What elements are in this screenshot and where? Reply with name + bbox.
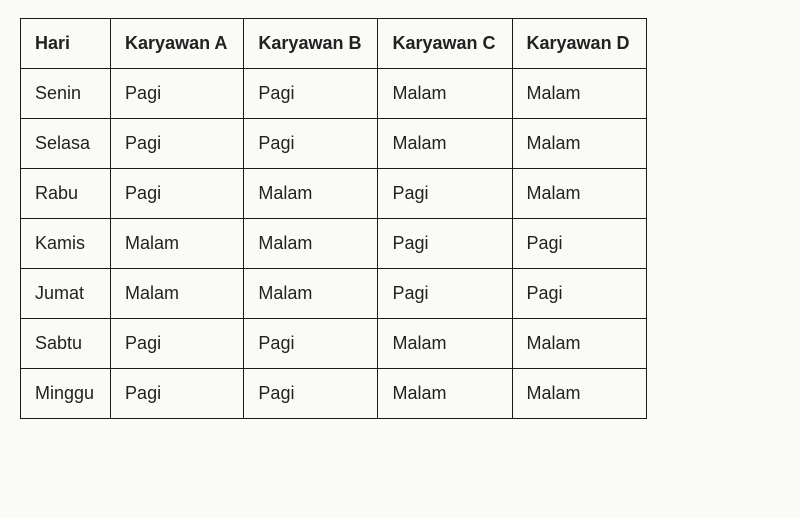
cell-day: Senin (21, 69, 111, 119)
cell-shift: Malam (244, 269, 378, 319)
cell-shift: Malam (244, 169, 378, 219)
cell-shift: Pagi (512, 219, 646, 269)
cell-shift: Malam (512, 319, 646, 369)
cell-shift: Malam (378, 369, 512, 419)
cell-shift: Pagi (244, 69, 378, 119)
cell-shift: Pagi (378, 169, 512, 219)
cell-day: Sabtu (21, 319, 111, 369)
cell-shift: Pagi (111, 69, 244, 119)
table-row: Kamis Malam Malam Pagi Pagi (21, 219, 647, 269)
table-row: Selasa Pagi Pagi Malam Malam (21, 119, 647, 169)
cell-shift: Pagi (111, 169, 244, 219)
col-header-emp-c: Karyawan C (378, 19, 512, 69)
cell-shift: Malam (512, 369, 646, 419)
cell-shift: Pagi (378, 219, 512, 269)
table-row: Sabtu Pagi Pagi Malam Malam (21, 319, 647, 369)
cell-shift: Malam (512, 169, 646, 219)
cell-shift: Malam (111, 269, 244, 319)
cell-shift: Pagi (244, 119, 378, 169)
cell-shift: Pagi (111, 119, 244, 169)
cell-shift: Malam (111, 219, 244, 269)
cell-day: Jumat (21, 269, 111, 319)
table-header: Hari Karyawan A Karyawan B Karyawan C Ka… (21, 19, 647, 69)
cell-shift: Pagi (244, 319, 378, 369)
cell-shift: Pagi (378, 269, 512, 319)
col-header-emp-d: Karyawan D (512, 19, 646, 69)
table-body: Senin Pagi Pagi Malam Malam Selasa Pagi … (21, 69, 647, 419)
schedule-table: Hari Karyawan A Karyawan B Karyawan C Ka… (20, 18, 647, 419)
table-row: Senin Pagi Pagi Malam Malam (21, 69, 647, 119)
cell-shift: Pagi (244, 369, 378, 419)
cell-shift: Malam (244, 219, 378, 269)
header-row: Hari Karyawan A Karyawan B Karyawan C Ka… (21, 19, 647, 69)
cell-shift: Malam (512, 119, 646, 169)
cell-shift: Pagi (111, 369, 244, 419)
col-header-emp-b: Karyawan B (244, 19, 378, 69)
cell-shift: Malam (512, 69, 646, 119)
cell-day: Selasa (21, 119, 111, 169)
table-row: Minggu Pagi Pagi Malam Malam (21, 369, 647, 419)
cell-shift: Pagi (111, 319, 244, 369)
table-row: Jumat Malam Malam Pagi Pagi (21, 269, 647, 319)
col-header-emp-a: Karyawan A (111, 19, 244, 69)
table-row: Rabu Pagi Malam Pagi Malam (21, 169, 647, 219)
cell-day: Minggu (21, 369, 111, 419)
cell-day: Kamis (21, 219, 111, 269)
cell-shift: Malam (378, 119, 512, 169)
cell-shift: Pagi (512, 269, 646, 319)
cell-shift: Malam (378, 319, 512, 369)
col-header-day: Hari (21, 19, 111, 69)
page-container: Hari Karyawan A Karyawan B Karyawan C Ka… (0, 0, 800, 437)
cell-shift: Malam (378, 69, 512, 119)
cell-day: Rabu (21, 169, 111, 219)
